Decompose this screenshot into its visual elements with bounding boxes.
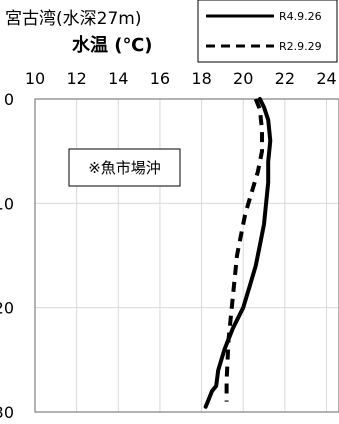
y-tick-label: 20 [0, 299, 14, 318]
legend-box [197, 0, 338, 63]
x-tick-label: 12 [66, 69, 86, 88]
tick-labels: 10 12 14 16 18 20 22 24 0 10 20 30 [0, 69, 337, 422]
series-line-R4.9.26 [203, 97, 273, 409]
x-tick-label: 10 [25, 69, 45, 88]
legend-label-r2: R2.9.29 [279, 40, 322, 53]
legend-label-r4: R4.9.26 [279, 10, 322, 23]
x-tick-label: 18 [191, 69, 211, 88]
grid [35, 99, 339, 412]
annotation-text: ※魚市場沖 [88, 159, 161, 177]
x-tick-label: 16 [150, 69, 170, 88]
chart-title-line1: 宮古湾(水深27m) [5, 9, 141, 29]
series-line-R2.9.29 [224, 98, 264, 402]
x-tick-label: 22 [275, 69, 295, 88]
legend: R4.9.26 R2.9.29 [197, 0, 338, 63]
y-tick-label: 0 [4, 90, 14, 109]
y-tick-label: 30 [0, 403, 14, 422]
y-tick-label: 10 [0, 194, 14, 213]
x-tick-label: 24 [316, 69, 336, 88]
series-lines [203, 97, 273, 409]
chart-title-line2: 水温 (℃) [72, 34, 153, 56]
x-tick-label: 20 [233, 69, 253, 88]
annotation-box [68, 148, 181, 187]
x-tick-label: 14 [108, 69, 128, 88]
plot-frame [34, 98, 339, 413]
